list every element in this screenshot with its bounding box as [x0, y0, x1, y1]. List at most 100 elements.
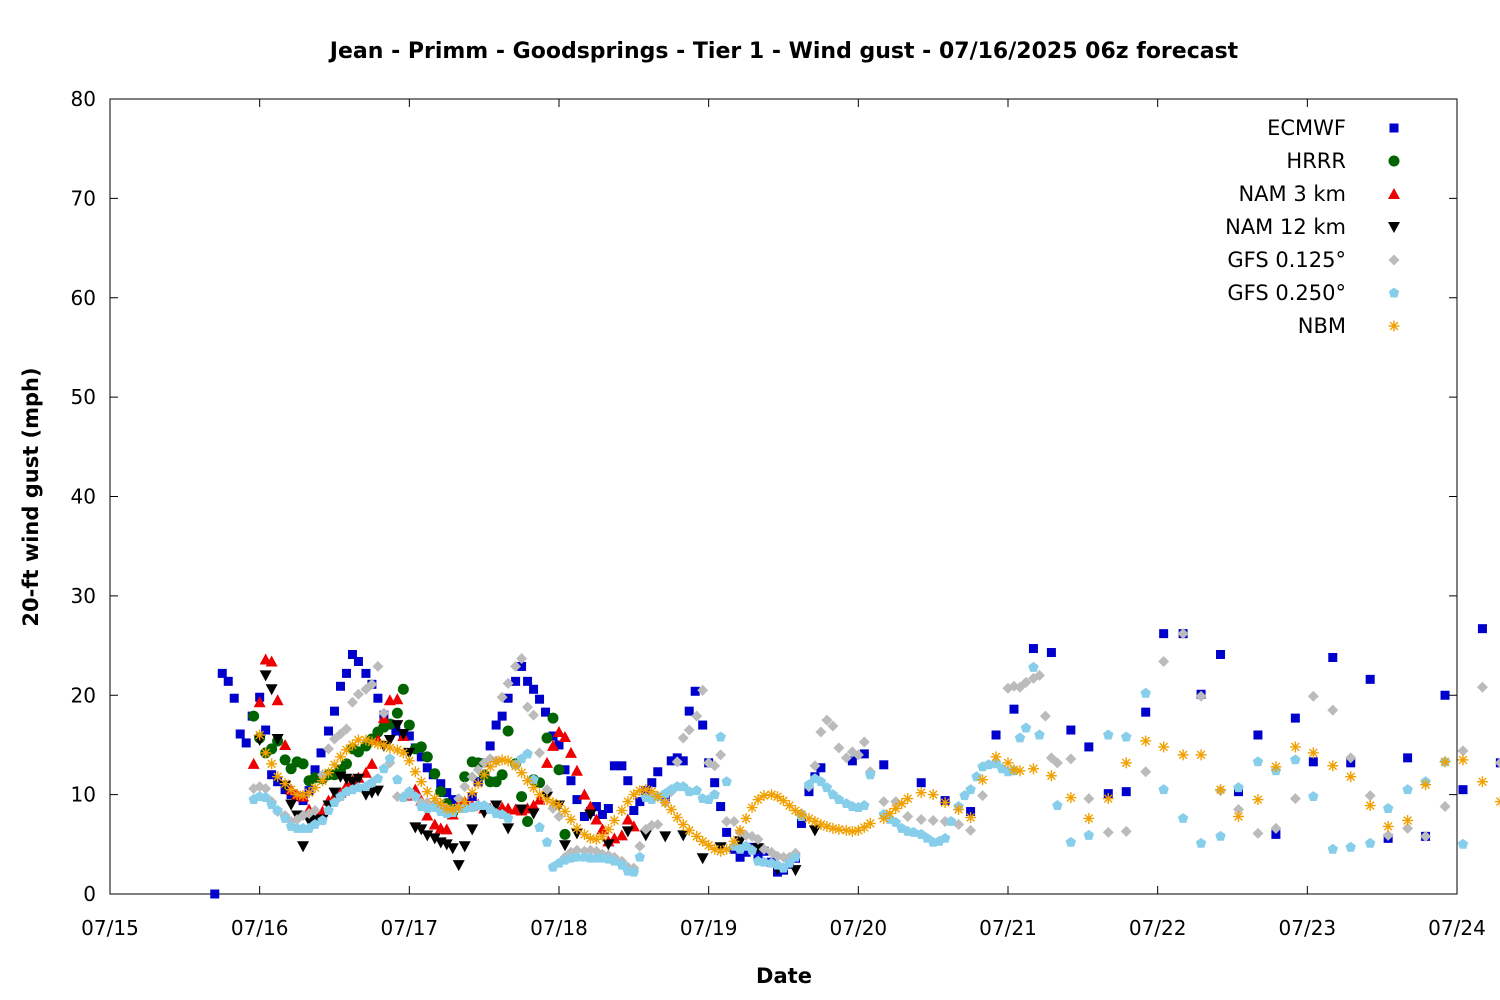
- hrrr-point: [553, 764, 565, 776]
- nam-12-km-point: [271, 733, 284, 745]
- nam-12-km-point: [428, 833, 441, 845]
- hrrr-point: [391, 707, 403, 719]
- nam-12-km-point: [383, 734, 396, 746]
- gfs-0-125-point: [840, 752, 852, 764]
- nam-12-km-point: [421, 830, 434, 842]
- nbm-point: [571, 822, 583, 834]
- ecmwf-point: [1271, 829, 1281, 839]
- x-tick-label: 07/23: [1279, 916, 1337, 940]
- gfs-0-125-point: [827, 720, 839, 732]
- legend-marker-nam-12-km: [1388, 222, 1400, 233]
- gfs-0-250-point: [1382, 803, 1394, 813]
- nbm-point: [1195, 749, 1207, 761]
- legend-marker-hrrr: [1388, 155, 1400, 167]
- gfs-0-125-point: [715, 749, 727, 761]
- nbm-point: [752, 794, 764, 806]
- nam-12-km-point: [397, 729, 410, 741]
- ecmwf-point: [404, 731, 414, 741]
- gfs-0-125-point: [496, 691, 508, 703]
- nbm-point: [728, 835, 740, 847]
- gfs-0-125-point: [1439, 801, 1451, 813]
- gfs-0-250-point: [939, 832, 951, 843]
- gfs-0-125-point: [1051, 757, 1063, 769]
- gfs-0-125-point: [459, 781, 471, 793]
- gfs-0-125-point: [691, 710, 703, 722]
- ecmwf-point: [330, 706, 339, 716]
- hrrr-point: [502, 725, 514, 737]
- gfs-0-125-point: [1120, 825, 1132, 837]
- nbm-point: [1270, 761, 1282, 773]
- gfs-0-250-point: [965, 784, 976, 795]
- nbm-point: [628, 789, 640, 801]
- gfs-0-125-point: [541, 784, 553, 796]
- hrrr-point: [559, 828, 571, 840]
- nbm-point: [260, 747, 272, 759]
- nam-3-km-point: [440, 823, 453, 835]
- nbm-point: [890, 803, 902, 815]
- ecmwf-point: [722, 827, 732, 837]
- ecmwf-point: [991, 730, 1001, 740]
- legend-marker-nbm: [1388, 320, 1400, 332]
- ecmwf-point: [735, 852, 745, 862]
- ecmwf-point: [217, 668, 227, 678]
- gfs-0-250-point: [1083, 829, 1095, 840]
- gfs-0-125-point: [522, 701, 534, 713]
- gfs-0-250-point: [1364, 837, 1376, 848]
- nbm-point: [915, 787, 927, 799]
- ecmwf-point: [511, 676, 521, 686]
- gfs-0-125-point: [1270, 822, 1282, 834]
- gfs-0-125-point: [671, 756, 683, 768]
- nbm-point: [429, 793, 441, 805]
- ecmwf-point: [235, 729, 245, 739]
- nbm-point: [340, 744, 352, 756]
- hrrr-point: [522, 815, 534, 827]
- ecmwf-point: [741, 847, 751, 857]
- ecmwf-point: [1458, 785, 1468, 795]
- nbm-point: [309, 782, 321, 794]
- gfs-0-250-point: [1290, 754, 1301, 765]
- ecmwf-point: [566, 776, 576, 786]
- gfs-0-250-point: [683, 786, 695, 797]
- gfs-0-125-point: [534, 747, 546, 759]
- gfs-0-125-point: [1494, 757, 1500, 768]
- nbm-point: [578, 828, 590, 840]
- nam-3-km-point: [421, 809, 434, 821]
- nbm-point: [254, 729, 266, 741]
- ecmwf-point: [541, 707, 551, 717]
- gfs-0-125-point: [965, 824, 977, 836]
- gfs-0-125-point: [260, 783, 272, 795]
- gfs-0-250-point: [1233, 782, 1244, 793]
- hrrr-point: [459, 771, 471, 783]
- gfs-0-125-point: [1083, 793, 1095, 805]
- nbm-point: [1102, 793, 1114, 805]
- nbm-point: [534, 789, 546, 801]
- y-tick-label: 0: [83, 882, 96, 906]
- gfs-0-250-point: [865, 769, 876, 780]
- nbm-point: [1457, 754, 1469, 766]
- ecmwf-point: [353, 656, 363, 666]
- gfs-0-250-point: [945, 815, 957, 826]
- nbm-point: [1420, 779, 1432, 791]
- gfs-0-125-point: [1039, 710, 1051, 722]
- ecmwf-point: [485, 741, 495, 751]
- hrrr-point: [421, 751, 433, 763]
- nam-3-km-point: [279, 738, 292, 750]
- ecmwf-point: [267, 770, 277, 780]
- gfs-0-125-point: [1065, 753, 1077, 765]
- hrrr-point: [397, 683, 409, 695]
- nbm-point: [758, 790, 770, 802]
- nbm-point: [1439, 756, 1451, 768]
- legend-label-ecmwf: ECMWF: [1267, 116, 1346, 140]
- gfs-0-125-point: [652, 818, 664, 830]
- nam-3-km-point: [553, 726, 565, 738]
- gfs-0-125-point: [1014, 681, 1026, 693]
- gfs-0-125-point: [528, 709, 540, 721]
- legend-marker-gfs-0-250: [1388, 287, 1400, 298]
- hrrr-point: [496, 769, 508, 781]
- hrrr-point: [248, 710, 260, 722]
- nbm-point: [902, 793, 914, 805]
- ecmwf-point: [716, 802, 726, 812]
- nam-12-km-point: [452, 860, 465, 872]
- legend-label-hrrr: HRRR: [1286, 149, 1346, 173]
